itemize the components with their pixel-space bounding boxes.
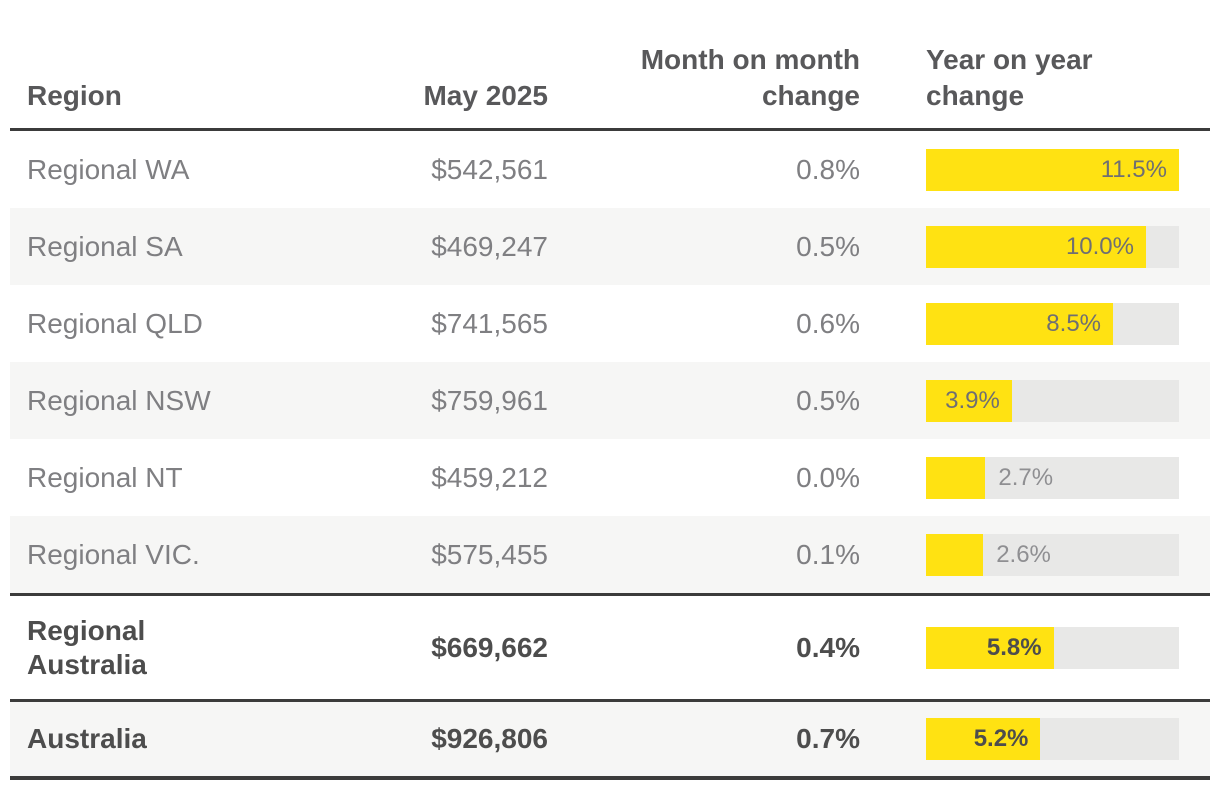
region-cell: Regional NSW bbox=[27, 384, 211, 416]
price-cell: $741,565 bbox=[431, 307, 548, 339]
house-price-table: Region May 2025 Month on month change Ye… bbox=[10, 0, 1210, 780]
yoy-bar-label: 5.8% bbox=[986, 633, 1042, 661]
column-header-line: change bbox=[926, 80, 1025, 111]
column-header-may-2025: May 2025 bbox=[423, 80, 548, 111]
yoy-bar: 8.5% bbox=[926, 302, 1113, 345]
yoy-bar-label: 8.5% bbox=[1046, 309, 1101, 337]
yoy-bar-track: 2.6% bbox=[926, 533, 1179, 576]
price-cell: $669,662 bbox=[431, 631, 548, 663]
month-on-month-change-cell: 0.5% bbox=[796, 384, 860, 416]
table-row: Regional QLD $741,565 0.6% 8.5% bbox=[10, 285, 1210, 362]
yoy-bar-track: 5.2% bbox=[926, 718, 1179, 760]
yoy-bar-label: 5.2% bbox=[973, 725, 1029, 752]
column-header-line: change bbox=[761, 80, 860, 111]
table-row: Regional SA $469,247 0.5% 10.0% bbox=[10, 208, 1210, 285]
price-cell: $759,961 bbox=[431, 384, 548, 416]
price-cell: $459,212 bbox=[431, 461, 548, 493]
region-cell: Regional WA bbox=[27, 153, 190, 185]
table-row: Regional Australia $669,662 0.4% 5.8% bbox=[10, 593, 1210, 699]
column-header-month-on-month-change: Month on month change bbox=[548, 42, 860, 114]
year-on-year-change-cell: 3.9% bbox=[860, 379, 1210, 422]
table-row: Regional NSW $759,961 0.5% 3.9% bbox=[10, 362, 1210, 439]
table-header-row: Region May 2025 Month on month change Ye… bbox=[10, 0, 1210, 131]
yoy-bar-track: 3.9% bbox=[926, 379, 1179, 422]
year-on-year-change-cell: 5.2% bbox=[860, 718, 1210, 760]
yoy-bar-track: 2.7% bbox=[926, 456, 1179, 499]
yoy-bar-track: 5.8% bbox=[926, 626, 1179, 669]
month-on-month-change-cell: 0.5% bbox=[796, 230, 860, 262]
month-on-month-change-cell: 0.4% bbox=[796, 631, 860, 663]
table-row: Regional VIC. $575,455 0.1% 2.6% bbox=[10, 516, 1210, 593]
yoy-bar: 3.9% bbox=[926, 379, 1012, 422]
region-cell: Regional Australia bbox=[27, 614, 147, 680]
month-on-month-change-cell: 0.0% bbox=[796, 461, 860, 493]
year-on-year-change-cell: 5.8% bbox=[860, 626, 1210, 669]
table-row: Regional WA $542,561 0.8% 11.5% bbox=[10, 131, 1210, 208]
region-cell: Regional NT bbox=[27, 461, 183, 493]
region-cell: Regional SA bbox=[27, 230, 183, 262]
price-cell: $926,806 bbox=[431, 723, 548, 754]
year-on-year-change-cell: 11.5% bbox=[860, 148, 1210, 191]
yoy-bar: 11.5% bbox=[926, 148, 1179, 191]
month-on-month-change-cell: 0.6% bbox=[796, 307, 860, 339]
column-header-region: Region bbox=[27, 80, 122, 111]
month-on-month-change-cell: 0.1% bbox=[796, 538, 860, 570]
yoy-bar-label: 2.7% bbox=[998, 463, 1054, 491]
yoy-bar-track: 10.0% bbox=[926, 225, 1179, 268]
region-cell: Regional VIC. bbox=[27, 538, 200, 570]
region-cell: Australia bbox=[27, 723, 147, 754]
yoy-bar-label: 2.6% bbox=[996, 540, 1051, 568]
table-body: Regional WA $542,561 0.8% 11.5% Regional… bbox=[10, 131, 1210, 780]
year-on-year-change-cell: 8.5% bbox=[860, 302, 1210, 345]
price-cell: $469,247 bbox=[431, 230, 548, 262]
yoy-bar: 10.0% bbox=[926, 225, 1146, 268]
yoy-bar-label: 3.9% bbox=[945, 386, 1000, 414]
month-on-month-change-cell: 0.7% bbox=[796, 723, 860, 754]
price-cell: $542,561 bbox=[431, 153, 548, 185]
yoy-bar: 5.8% bbox=[926, 626, 1054, 669]
yoy-bar bbox=[926, 456, 986, 499]
yoy-bar: 5.2% bbox=[926, 718, 1041, 760]
year-on-year-change-cell: 2.6% bbox=[860, 533, 1210, 576]
year-on-year-change-cell: 2.7% bbox=[860, 456, 1210, 499]
yoy-bar-label: 11.5% bbox=[1100, 155, 1167, 183]
yoy-bar-track: 8.5% bbox=[926, 302, 1179, 345]
table-row: Regional NT $459,212 0.0% 2.7% bbox=[10, 439, 1210, 516]
yoy-bar-label: 10.0% bbox=[1065, 232, 1134, 260]
price-cell: $575,455 bbox=[431, 538, 548, 570]
year-on-year-change-cell: 10.0% bbox=[860, 225, 1210, 268]
column-header-line: Month on month bbox=[640, 44, 860, 75]
column-header-line: Year on year bbox=[926, 44, 1093, 75]
yoy-bar-track: 11.5% bbox=[926, 148, 1179, 191]
region-cell: Regional QLD bbox=[27, 307, 203, 339]
table-row: Australia $926,806 0.7% 5.2% bbox=[10, 699, 1210, 776]
month-on-month-change-cell: 0.8% bbox=[796, 153, 860, 185]
yoy-bar bbox=[926, 533, 984, 576]
column-header-year-on-year-change: Year on year change bbox=[860, 42, 1210, 114]
